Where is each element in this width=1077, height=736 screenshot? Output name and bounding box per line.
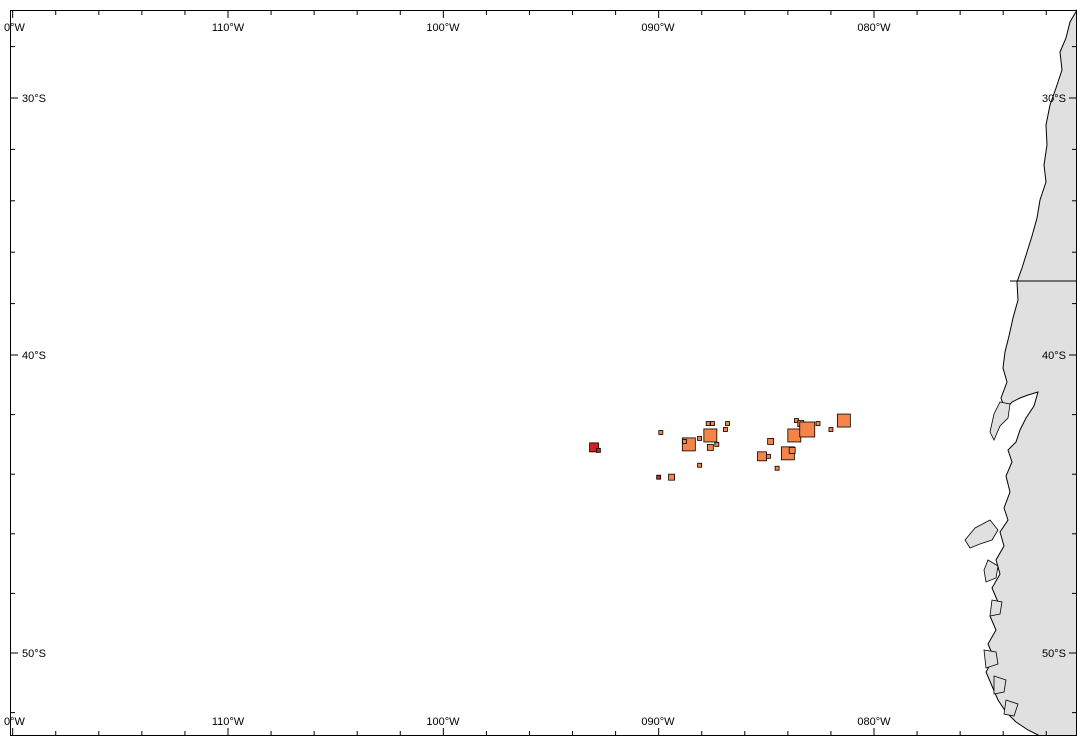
lat-label-left: 50°S xyxy=(22,648,46,660)
lon-label-top: 110°W xyxy=(212,22,245,34)
latitude-labels-right: 30°S 40°S 50°S xyxy=(1042,93,1066,660)
lon-label-top: 080°W xyxy=(857,22,891,34)
graticule-ticks xyxy=(11,11,1076,735)
lon-label-top: 0°W xyxy=(4,22,26,34)
observation-marker[interactable] xyxy=(697,462,702,468)
observation-marker[interactable] xyxy=(757,451,767,462)
observation-marker[interactable] xyxy=(788,446,796,454)
observation-marker[interactable] xyxy=(706,443,714,451)
observation-marker[interactable] xyxy=(767,438,775,445)
observation-marker[interactable] xyxy=(668,473,675,481)
observation-marker[interactable] xyxy=(656,474,662,480)
lat-label-left: 30°S xyxy=(22,93,46,105)
observation-marker[interactable] xyxy=(705,421,711,426)
observation-marker[interactable] xyxy=(697,436,702,441)
lon-label-top: 100°W xyxy=(426,22,460,34)
longitude-labels-bottom: 0°W 110°W 100°W 090°W 080°W xyxy=(4,716,891,728)
observation-marker[interactable] xyxy=(774,465,780,471)
observation-marker[interactable] xyxy=(595,447,601,453)
lon-label-bottom: 110°W xyxy=(212,716,245,728)
observation-marker[interactable] xyxy=(658,430,664,435)
longitude-labels-top: 0°W 110°W 100°W 090°W 080°W xyxy=(4,22,891,34)
observation-marker[interactable] xyxy=(725,421,730,426)
lat-label-right: 40°S xyxy=(1042,350,1066,362)
observation-markers xyxy=(589,413,851,481)
observation-marker[interactable] xyxy=(799,421,816,438)
coastal-islands xyxy=(964,401,1019,717)
lon-label-bottom: 080°W xyxy=(857,716,891,728)
observation-marker[interactable] xyxy=(682,439,687,444)
lon-label-bottom: 090°W xyxy=(641,716,675,728)
observation-marker[interactable] xyxy=(836,413,851,428)
latitude-labels-left: 30°S 40°S 50°S xyxy=(22,93,46,660)
observation-marker[interactable] xyxy=(828,427,834,432)
observation-marker[interactable] xyxy=(787,428,802,443)
observation-marker[interactable] xyxy=(714,441,720,447)
lon-label-bottom: 100°W xyxy=(426,716,460,728)
lat-label-right: 50°S xyxy=(1042,648,1066,660)
observation-marker[interactable] xyxy=(723,427,728,432)
observation-marker[interactable] xyxy=(703,428,718,443)
lat-label-right: 30°S xyxy=(1042,93,1066,105)
observation-marker[interactable] xyxy=(589,442,599,453)
lat-label-left: 40°S xyxy=(22,350,46,362)
lon-label-bottom: 0°W xyxy=(4,716,26,728)
lon-label-top: 090°W xyxy=(641,22,675,34)
observation-marker[interactable] xyxy=(710,421,715,426)
observation-marker[interactable] xyxy=(766,453,771,459)
observation-marker[interactable] xyxy=(815,421,821,426)
